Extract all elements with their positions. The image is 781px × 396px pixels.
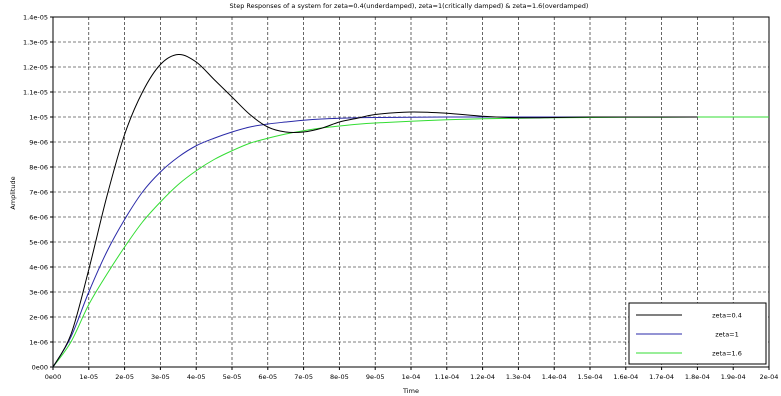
- x-tick-label: 1.6e-04: [613, 373, 638, 381]
- x-tick-label: 3e-05: [151, 373, 170, 381]
- y-tick-label: 2e-06: [29, 314, 48, 322]
- series-lines: [52, 53, 769, 368]
- x-tick-label: 0e00: [45, 373, 61, 381]
- legend-label: zeta=1.6: [712, 350, 742, 358]
- y-tick-label: 7e-06: [29, 189, 48, 197]
- y-tick-label: 1.4e-05: [23, 14, 48, 22]
- y-tick-label: 1.3e-05: [23, 39, 48, 47]
- x-tick-label: 9e-05: [366, 373, 385, 381]
- x-tick-label: 1.8e-04: [685, 373, 710, 381]
- x-tick-label: 1.4e-04: [542, 373, 567, 381]
- y-tick-label: 3e-06: [29, 289, 48, 297]
- y-tick-label: 8e-06: [29, 164, 48, 172]
- x-tick-label: 1.7e-04: [649, 373, 674, 381]
- x-axis-ticks: 0e00 1e-05 2e-05 3e-05 4e-05 5e-05 6e-05 7e-05 8…: [45, 367, 779, 381]
- x-tick-label: 2e-05: [115, 373, 134, 381]
- y-tick-label: 6e-06: [29, 214, 48, 222]
- y-tick-label: 9e-06: [29, 139, 48, 147]
- y-tick-label: 1e-05: [29, 114, 48, 122]
- legend: zeta=0.4 zeta=1 zeta=1.6: [628, 302, 767, 365]
- legend-label: zeta=1: [715, 331, 739, 339]
- x-tick-label: 4e-05: [187, 373, 206, 381]
- x-tick-label: 1.9e-04: [721, 373, 746, 381]
- y-axis-label: Amplitude: [9, 176, 17, 209]
- y-axis-ticks: 0e00 1e-06 2e-06 3e-06 4e-06 5e-06 6e-06 7e-06 8…: [23, 14, 53, 372]
- y-tick-label: 4e-06: [29, 264, 48, 272]
- x-tick-label: 1e-04: [402, 373, 421, 381]
- legend-label: zeta=0.4: [712, 312, 742, 320]
- x-tick-label: 1e-05: [79, 373, 98, 381]
- x-tick-label: 1.2e-04: [470, 373, 495, 381]
- x-tick-label: 6e-05: [258, 373, 277, 381]
- chart-title: Step Responses of a system for zeta=0.4(…: [230, 2, 589, 10]
- y-tick-label: 1e-06: [29, 339, 48, 347]
- y-tick-label: 1.1e-05: [23, 89, 48, 97]
- series-line-zeta=0.4: [52, 53, 698, 368]
- y-tick-label: 1.2e-05: [23, 64, 48, 72]
- x-tick-label: 8e-05: [330, 373, 349, 381]
- x-tick-label: 7e-05: [294, 373, 313, 381]
- x-tick-label: 5e-05: [223, 373, 242, 381]
- x-axis-label: Time: [402, 387, 419, 395]
- y-tick-label: 5e-06: [29, 239, 48, 247]
- y-tick-label: 0e00: [32, 364, 48, 372]
- x-tick-label: 1.3e-04: [506, 373, 531, 381]
- x-tick-label: 2e-04: [760, 373, 779, 381]
- x-tick-label: 1.1e-04: [434, 373, 459, 381]
- x-tick-label: 1.5e-04: [578, 373, 603, 381]
- series-line-zeta=1: [52, 116, 698, 368]
